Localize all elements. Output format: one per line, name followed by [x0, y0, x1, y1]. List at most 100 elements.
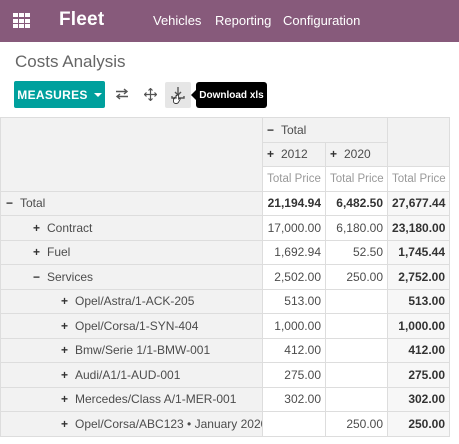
pivot-row: + Opel/Astra/1-ACK-205 513.00 513.00 [0, 288, 451, 314]
pivot-row: + Contract 17,000.00 6,180.00 23,180.00 [0, 215, 451, 241]
pivot-corner-right [387, 117, 451, 167]
cell-total[interactable]: 27,677.44 [387, 190, 451, 216]
year-label: 2012 [281, 147, 308, 162]
pivot-row: + Opel/Corsa/1-SYN-404 1,000.00 1,000.00 [0, 313, 451, 339]
col-header-year[interactable]: +2020 [324, 141, 389, 167]
page-title: Costs Analysis [15, 52, 126, 71]
col-header-total[interactable]: − Total [261, 117, 389, 143]
cell-total[interactable]: 275.00 [387, 362, 451, 388]
cell-2020[interactable]: 6,482.50 [324, 190, 389, 216]
cell-2020[interactable]: 250.00 [324, 264, 389, 290]
row-header[interactable]: + Bmw/Serie 1/1-BMW-001 [0, 337, 263, 363]
row-label: Opel/Corsa/ABC123 • January 2020 [75, 416, 263, 431]
row-label: Bmw/Serie 1/1-BMW-001 [75, 343, 211, 358]
year-label: 2020 [344, 147, 371, 162]
pivot-row: + Fuel 1,692.94 52.50 1,745.44 [0, 239, 451, 265]
pivot-row: + Audi/A1/1-AUD-001 275.00 275.00 [0, 362, 451, 388]
cell-total[interactable]: 302.00 [387, 386, 451, 412]
download-tooltip: Download xls [191, 82, 267, 108]
cell-2020[interactable] [324, 337, 389, 363]
cell-total[interactable]: 412.00 [387, 337, 451, 363]
cell-2012[interactable]: 17,000.00 [262, 215, 326, 241]
pivot-corner [0, 117, 263, 192]
download-xls-button[interactable] [165, 82, 191, 108]
expand-icon: + [61, 392, 69, 407]
row-header[interactable]: − Total [0, 190, 263, 216]
pivot-row: + Bmw/Serie 1/1-BMW-001 412.00 412.00 [0, 337, 451, 363]
expand-icon: + [61, 294, 69, 309]
expand-icon: + [267, 147, 275, 162]
pivot-row: + Opel/Corsa/ABC123 • January 2020 250.00 2… [0, 411, 451, 437]
row-header[interactable]: + Opel/Corsa/1-SYN-404 [0, 313, 263, 339]
row-label: Audi/A1/1-AUD-001 [75, 367, 181, 382]
row-header[interactable]: + Opel/Astra/1-ACK-205 [0, 288, 263, 314]
cell-2012[interactable]: 302.00 [262, 386, 326, 412]
expand-icon: + [33, 245, 41, 260]
cell-2020[interactable]: 250.00 [324, 411, 389, 437]
expand-icon: + [33, 220, 41, 235]
cell-2012[interactable]: 21,194.94 [262, 190, 326, 216]
cell-2012[interactable]: 1,692.94 [262, 239, 326, 265]
pivot-row: − Services 2,502.00 250.00 2,752.00 [0, 264, 451, 290]
row-header[interactable]: + Contract [0, 215, 263, 241]
measure-header[interactable]: Total Price [387, 166, 451, 192]
expand-all-icon[interactable] [140, 84, 160, 104]
menu-configuration[interactable]: Configuration [283, 13, 361, 28]
cell-2020[interactable] [324, 362, 389, 388]
row-header[interactable]: + Mercedes/Class A/1-MER-001 [0, 386, 263, 412]
flip-axis-icon[interactable] [112, 84, 132, 104]
row-label: Total [20, 196, 46, 211]
row-label: Mercedes/Class A/1-MER-001 [75, 392, 237, 407]
expand-icon: + [61, 318, 69, 333]
apps-menu-icon[interactable] [13, 13, 30, 28]
collapse-icon: − [267, 122, 275, 137]
row-label: Opel/Astra/1-ACK-205 [75, 294, 195, 309]
menu-reporting[interactable]: Reporting [215, 13, 272, 28]
measure-header[interactable]: Total Price [262, 166, 326, 192]
collapse-icon: − [33, 269, 41, 284]
cell-2012[interactable]: 412.00 [262, 337, 326, 363]
col-header-year[interactable]: +2012 [262, 141, 326, 167]
cell-total[interactable]: 250.00 [387, 411, 451, 437]
menu-vehicles[interactable]: Vehicles [153, 13, 202, 28]
download-icon [171, 87, 185, 104]
row-header[interactable]: + Opel/Corsa/ABC123 • January 2020 [0, 411, 263, 437]
cell-2012[interactable]: 2,502.00 [262, 264, 326, 290]
cell-2020[interactable] [324, 288, 389, 314]
measures-button[interactable]: MEASURES [14, 81, 105, 108]
expand-icon: + [61, 367, 69, 382]
app-brand[interactable]: Fleet [59, 9, 105, 30]
row-label: Opel/Corsa/1-SYN-404 [75, 318, 199, 333]
row-header[interactable]: + Fuel [0, 239, 263, 265]
measure-header[interactable]: Total Price [324, 166, 389, 192]
expand-icon: + [330, 147, 338, 162]
row-label: Services [47, 269, 94, 284]
cell-2012[interactable]: 513.00 [262, 288, 326, 314]
measures-label: MEASURES [17, 87, 88, 102]
collapse-icon: − [6, 196, 14, 211]
row-header[interactable]: + Audi/A1/1-AUD-001 [0, 362, 263, 388]
pivot-row: − Total 21,194.94 6,482.50 27,677.44 [0, 190, 451, 216]
top-navbar: Fleet Vehicles Reporting Configuration [0, 0, 459, 42]
expand-icon: + [61, 416, 69, 431]
cell-2012[interactable]: 1,000.00 [262, 313, 326, 339]
cell-2012[interactable] [262, 411, 326, 437]
row-label: Contract [47, 220, 93, 235]
cell-total[interactable]: 1,000.00 [387, 313, 451, 339]
cell-2020[interactable] [324, 386, 389, 412]
cell-total[interactable]: 2,752.00 [387, 264, 451, 290]
pivot-row: + Mercedes/Class A/1-MER-001 302.00 302.00 [0, 386, 451, 412]
col-header-label: Total [281, 122, 307, 137]
caret-down-icon [93, 92, 102, 97]
cell-2020[interactable]: 6,180.00 [324, 215, 389, 241]
row-header[interactable]: − Services [0, 264, 263, 290]
row-label: Fuel [47, 245, 71, 260]
cell-2020[interactable]: 52.50 [324, 239, 389, 265]
expand-icon: + [61, 343, 69, 358]
cell-total[interactable]: 513.00 [387, 288, 451, 314]
cell-total[interactable]: 23,180.00 [387, 215, 451, 241]
cell-total[interactable]: 1,745.44 [387, 239, 451, 265]
cell-2020[interactable] [324, 313, 389, 339]
pivot-table: − Total +2012 +2020 Total Price Total Pri… [0, 117, 451, 437]
cell-2012[interactable]: 275.00 [262, 362, 326, 388]
